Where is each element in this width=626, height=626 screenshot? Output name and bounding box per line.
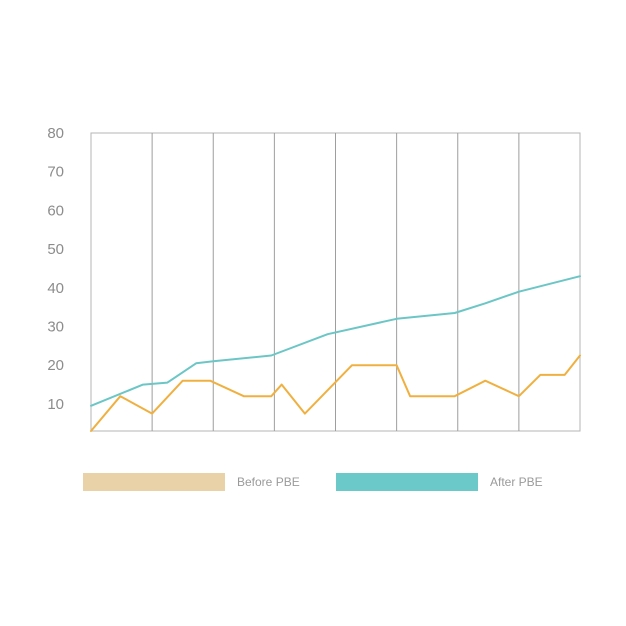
y-axis-ticks: 10 20 30 40 50 60 70 80	[47, 125, 64, 413]
data-point-after-pbe	[194, 361, 198, 365]
data-point-after-pbe	[395, 317, 399, 321]
data-point-after-pbe	[453, 311, 457, 315]
data-point-before-pbe	[483, 379, 487, 383]
y-tick-label: 60	[47, 202, 64, 219]
series-line-after-pbe	[90, 275, 581, 407]
y-tick-label: 20	[47, 357, 64, 374]
data-point-before-pbe	[181, 379, 185, 383]
data-point-after-pbe	[269, 354, 273, 358]
y-tick-label: 40	[47, 280, 64, 297]
data-point-after-pbe	[165, 381, 169, 385]
data-point-before-pbe	[150, 412, 154, 416]
data-point-before-pbe	[517, 394, 521, 398]
y-tick-label: 30	[47, 319, 64, 336]
y-tick-label: 70	[47, 164, 64, 181]
data-point-before-pbe	[242, 394, 246, 398]
data-point-before-pbe	[269, 394, 273, 398]
data-point-after-pbe	[517, 290, 521, 294]
data-point-before-pbe	[208, 379, 212, 383]
data-point-after-pbe	[211, 359, 215, 363]
data-point-before-pbe	[395, 363, 399, 367]
legend-swatch-before-pbe	[83, 473, 225, 491]
data-point-before-pbe	[303, 412, 307, 416]
series-line-before-pbe	[90, 354, 581, 432]
legend-swatch-after-pbe	[336, 473, 478, 491]
data-point-after-pbe	[578, 274, 582, 278]
data-point-before-pbe	[578, 354, 582, 358]
data-point-before-pbe	[408, 394, 412, 398]
data-point-after-pbe	[483, 301, 487, 305]
legend-label-before-pbe: Before PBE	[237, 475, 300, 489]
chart-series	[89, 274, 582, 433]
data-point-before-pbe	[280, 383, 284, 387]
y-tick-label: 10	[47, 396, 64, 413]
data-point-before-pbe	[538, 373, 542, 377]
chart-grid	[90, 132, 581, 432]
data-point-after-pbe	[141, 383, 145, 387]
y-tick-label: 50	[47, 241, 64, 258]
data-point-after-pbe	[89, 404, 93, 408]
chart-legend: Before PBE After PBE	[83, 473, 543, 491]
data-point-before-pbe	[350, 363, 354, 367]
legend-label-after-pbe: After PBE	[490, 475, 543, 489]
data-point-after-pbe	[326, 332, 330, 336]
data-point-before-pbe	[89, 429, 93, 433]
data-point-before-pbe	[453, 394, 457, 398]
data-point-before-pbe	[563, 373, 567, 377]
y-tick-label: 80	[47, 125, 64, 142]
